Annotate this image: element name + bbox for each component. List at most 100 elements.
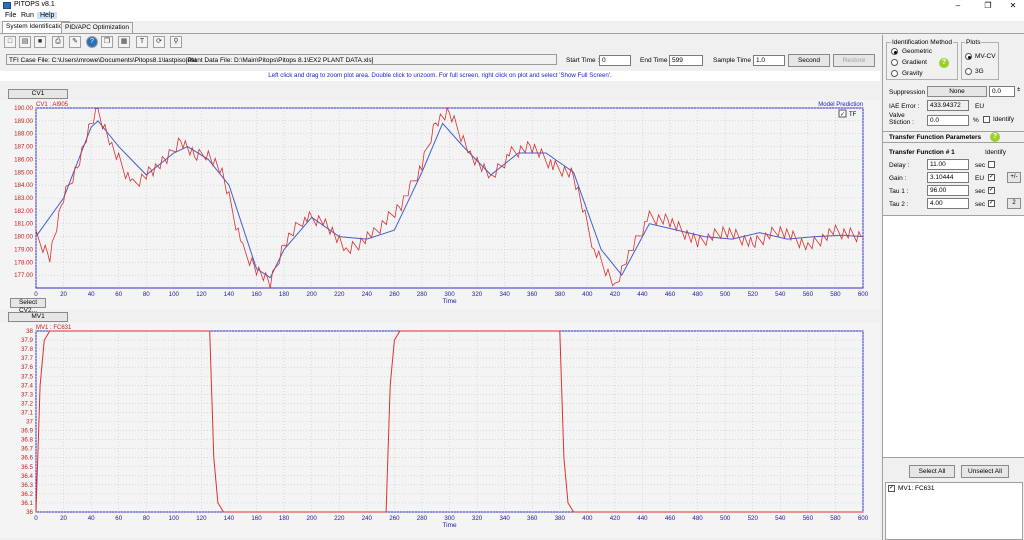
- restore-button[interactable]: ❐: [984, 1, 992, 10]
- y-tick-label: 179.00: [14, 246, 33, 253]
- x-tick-label: 540: [775, 291, 786, 298]
- suppression-input[interactable]: 0.0: [989, 86, 1015, 97]
- plant-data-file: [Plant Data File: D:\Main\Pitops\Pitops …: [186, 57, 374, 64]
- y-tick-label: 183.00: [14, 195, 33, 202]
- y-tick-label: 36.6: [21, 455, 34, 462]
- gain-input[interactable]: 3.10444: [927, 172, 969, 183]
- tau1-unit: sec: [975, 188, 986, 195]
- y-tick-label: 36.3: [21, 482, 34, 489]
- y-tick-label: 187.00: [14, 144, 33, 151]
- valve-stiction-input[interactable]: 0.0: [927, 115, 969, 126]
- x-tick-label: 280: [417, 515, 428, 522]
- menu-run[interactable]: Run: [21, 12, 34, 19]
- menu-help[interactable]: Help: [37, 12, 58, 19]
- zoom-icon[interactable]: ⚲: [170, 36, 182, 48]
- x-tick-label: 520: [748, 515, 759, 522]
- minimize-button[interactable]: –: [955, 1, 961, 10]
- menu-file[interactable]: File: [5, 12, 17, 19]
- x-tick-label: 460: [665, 515, 676, 522]
- gain-identify-checkbox[interactable]: ✓: [988, 174, 995, 181]
- x-axis-title: Time: [442, 522, 457, 529]
- restore-data-button[interactable]: Restore: [833, 54, 875, 67]
- mv1-button[interactable]: MV1: [8, 312, 68, 322]
- x-tick-label: 340: [499, 291, 510, 298]
- valve-identify-label: Identify: [993, 116, 1014, 123]
- x-tick-label: 120: [196, 291, 207, 298]
- text-icon[interactable]: T: [136, 36, 148, 48]
- pen-icon[interactable]: ✎: [69, 36, 81, 48]
- tab-system-identification[interactable]: System Identification: [2, 21, 70, 33]
- radio-gradient[interactable]: [891, 59, 898, 66]
- radio-3g[interactable]: [965, 68, 972, 75]
- help-icon[interactable]: ?: [86, 36, 98, 48]
- order-2-button[interactable]: 2: [1007, 198, 1021, 209]
- x-tick-label: 160: [251, 291, 262, 298]
- iae-label: IAE Error :: [889, 103, 920, 110]
- cv-chart[interactable]: 0 20 40 60 80 100 120 140 160 180 200 220 240 260 280 3…: [0, 100, 880, 309]
- y-tick-label: 184.00: [14, 182, 33, 189]
- tab-pid-apc-optimization[interactable]: PID/APC Optimization: [61, 22, 133, 33]
- tf-empty-area: [883, 215, 1024, 458]
- suppression-button[interactable]: None: [927, 86, 987, 97]
- mv-chart[interactable]: 0 20 40 60 80 100 120 140 160 180 200 220 240 260 280 3…: [0, 323, 880, 537]
- select-all-button[interactable]: Select All: [909, 465, 955, 478]
- delay-identify-checkbox[interactable]: [988, 161, 995, 168]
- x-tick-label: 420: [610, 515, 621, 522]
- radio-gravity[interactable]: [891, 70, 898, 77]
- plus-minus-button[interactable]: +/-: [1007, 172, 1021, 183]
- tau1-identify-checkbox[interactable]: ✓: [988, 187, 995, 194]
- x-tick-label: 360: [527, 291, 538, 298]
- x-tick-label: 600: [858, 291, 869, 298]
- end-time-input[interactable]: 599: [669, 55, 703, 66]
- y-tick-label: 177.00: [14, 272, 33, 279]
- tau2-identify-checkbox[interactable]: ✓: [988, 200, 995, 207]
- new-icon[interactable]: □: [4, 36, 16, 48]
- save-icon[interactable]: ■: [34, 36, 46, 48]
- copy-icon[interactable]: ❐: [101, 36, 113, 48]
- series-line-1: [35, 330, 863, 513]
- y-tick-label: 37.5: [21, 373, 34, 380]
- tf-check-mark: ✓: [840, 111, 845, 118]
- x-tick-label: 300: [444, 515, 455, 522]
- x-tick-label: 100: [169, 291, 180, 298]
- help-bulb-icon[interactable]: ?: [939, 58, 949, 68]
- refresh-icon[interactable]: ⟳: [153, 36, 165, 48]
- tf-help-bulb-icon[interactable]: ?: [990, 132, 1000, 142]
- open-icon[interactable]: ▤: [19, 36, 31, 48]
- export-icon[interactable]: ▦: [118, 36, 130, 48]
- radio-geometric[interactable]: [891, 48, 898, 55]
- method-gravity-label: Gravity: [902, 70, 923, 77]
- select-cv2-button[interactable]: Select CV2...: [10, 298, 46, 314]
- x-tick-label: 280: [417, 291, 428, 298]
- tau1-input[interactable]: 96.00: [927, 185, 969, 196]
- tab-bar: System Identification PID/APC Optimizati…: [0, 21, 1024, 33]
- x-tick-label: 20: [60, 515, 67, 522]
- delay-input[interactable]: 11.00: [927, 159, 969, 170]
- radio-mv-cv[interactable]: [965, 53, 972, 60]
- y-tick-label: 36.5: [21, 464, 34, 471]
- y-tick-label: 37.8: [21, 346, 34, 353]
- time-unit-button[interactable]: Second: [788, 54, 830, 67]
- mv1-checkbox[interactable]: ✓: [888, 485, 895, 492]
- close-button[interactable]: ✕: [1009, 1, 1017, 10]
- x-tick-label: 100: [169, 515, 180, 522]
- x-tick-label: 80: [143, 515, 150, 522]
- y-tick-label: 36.9: [21, 428, 34, 435]
- x-tick-label: 220: [334, 291, 345, 298]
- x-tick-label: 240: [362, 515, 373, 522]
- print-icon[interactable]: ⎙: [52, 36, 64, 48]
- tf-checkbox[interactable]: [838, 109, 847, 118]
- y-tick-label: 37.2: [21, 400, 34, 407]
- mv-list-item[interactable]: MV1: FC631: [898, 485, 935, 492]
- unselect-all-button[interactable]: Unselect All: [961, 465, 1009, 478]
- x-tick-label: 480: [692, 291, 703, 298]
- y-tick-label: 182.00: [14, 208, 33, 215]
- tau2-input[interactable]: 4.00: [927, 198, 969, 209]
- x-tick-label: 80: [143, 291, 150, 298]
- start-time-input[interactable]: 0: [599, 55, 631, 66]
- sample-time-input[interactable]: 1.0: [753, 55, 785, 66]
- suppression-spinner[interactable]: ±: [1017, 87, 1021, 93]
- cv1-button[interactable]: CV1: [8, 89, 68, 99]
- x-tick-label: 40: [88, 515, 95, 522]
- valve-identify-checkbox[interactable]: [983, 116, 990, 123]
